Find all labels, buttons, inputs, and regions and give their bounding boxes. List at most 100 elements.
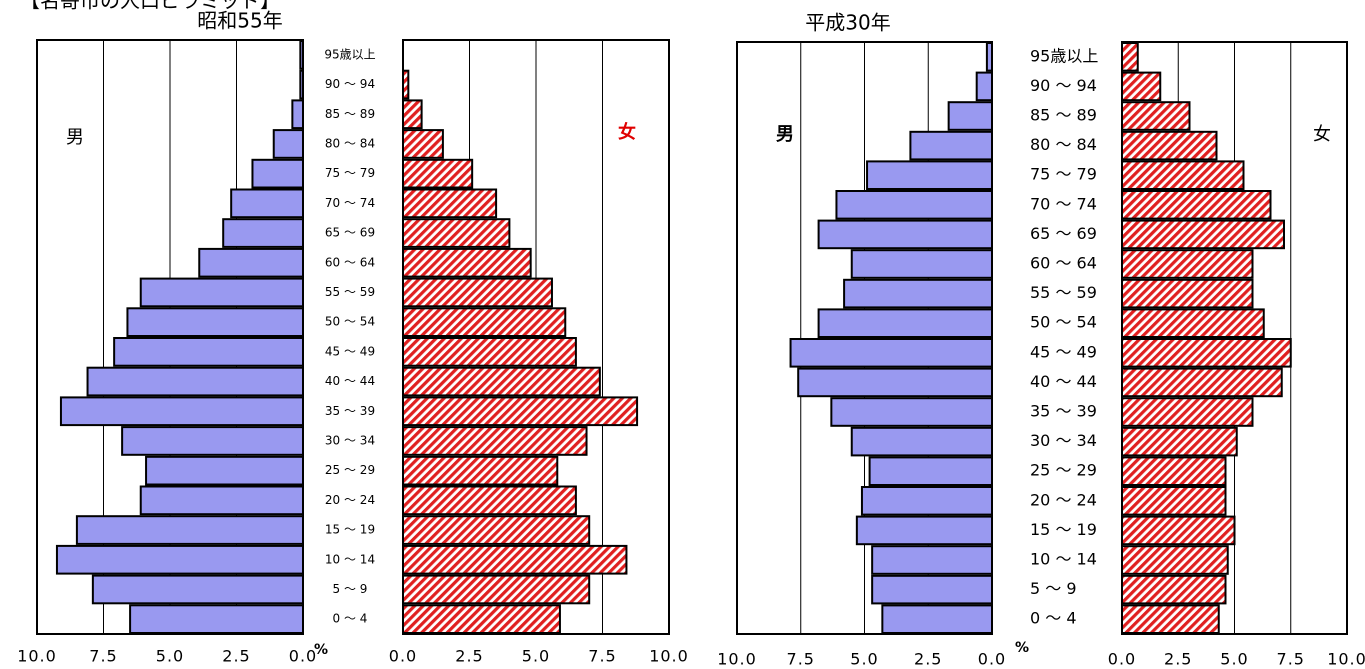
panel-border (1121, 41, 1348, 635)
male-bar (850, 426, 993, 457)
female-bar (1121, 308, 1265, 338)
male-bar (129, 604, 304, 634)
x-tick-label: 5.0 (850, 650, 878, 669)
male-bar (866, 160, 993, 190)
female-bar (1121, 397, 1254, 427)
panel-border (402, 39, 670, 635)
category-label: 80 ～ 84 (1030, 135, 1097, 154)
male-bar (797, 367, 994, 398)
male-bar (272, 129, 304, 159)
x-tick-label: 7.5 (1277, 650, 1305, 669)
category-label: 20 ～ 24 (1030, 490, 1097, 509)
female-bar (1121, 426, 1238, 457)
male-bar (871, 574, 994, 605)
chart-title: 平成30年 (805, 11, 890, 35)
female-bar (1121, 545, 1229, 575)
female-bar (402, 574, 591, 605)
category-label: 30 ～ 34 (1030, 431, 1097, 450)
female-bar (402, 485, 577, 516)
male-bar (871, 545, 994, 575)
x-tick-label: 10.0 (1327, 650, 1365, 669)
x-tick-label: 5.0 (522, 647, 550, 666)
chart-title: 昭和55年 (197, 9, 282, 33)
x-tick-label: 7.5 (588, 647, 616, 666)
female-bar (402, 277, 553, 308)
female-bar (402, 455, 559, 486)
male-bar (881, 604, 993, 635)
category-label: 90 ～ 94 (1030, 76, 1097, 95)
female-bar (402, 604, 561, 634)
female-bar (1121, 42, 1139, 72)
page-title: 【名寄市の人口ピラミッド】 (20, 0, 280, 13)
male-bar (198, 247, 304, 278)
category-label: 85 ～ 89 (1030, 106, 1097, 125)
male-bar (86, 366, 305, 397)
category-label: 35 ～ 39 (325, 404, 375, 418)
category-label: 65 ～ 69 (1030, 224, 1097, 243)
female-bar (1121, 278, 1254, 309)
unit-label: % (1015, 640, 1029, 656)
category-label: 95歳以上 (324, 47, 375, 61)
male-bar (830, 397, 993, 427)
male-bar (868, 456, 993, 486)
category-label: 40 ～ 44 (1030, 372, 1097, 391)
female-bar (1121, 574, 1227, 605)
x-tick-label: 10.0 (717, 650, 757, 669)
male-bar (860, 486, 994, 516)
category-label: 5 ～ 9 (333, 582, 368, 596)
male-bar (909, 130, 994, 161)
category-label: 90 ～ 94 (325, 77, 375, 91)
category-label: 35 ～ 39 (1030, 402, 1097, 421)
category-label: 30 ～ 34 (325, 433, 375, 447)
female-bar (1121, 456, 1227, 486)
category-label: 50 ～ 54 (325, 315, 375, 329)
category-label: 15 ～ 19 (1030, 520, 1097, 539)
category-label: 45 ～ 49 (1030, 342, 1097, 361)
male-bar (139, 277, 304, 308)
category-label: 65 ～ 69 (325, 226, 375, 240)
x-tick-label: 5.0 (156, 647, 184, 666)
female-bar (1121, 219, 1285, 250)
series-label: 女 (618, 121, 636, 143)
category-label: 10 ～ 14 (325, 552, 375, 566)
female-bar (1121, 71, 1162, 102)
category-label: 55 ～ 59 (1030, 283, 1097, 302)
female-bar (402, 337, 577, 367)
male-bar (947, 101, 994, 131)
female-bar (1121, 338, 1292, 368)
male-bar (817, 219, 993, 250)
unit-label: % (314, 642, 328, 658)
x-tick-label: 0.0 (389, 647, 417, 666)
male-bar (850, 249, 993, 279)
male-bar (59, 396, 304, 427)
male-bar (222, 218, 304, 248)
x-tick-label: 0.0 (978, 650, 1006, 669)
female-bar (1121, 515, 1236, 546)
category-label: 5 ～ 9 (1030, 579, 1077, 598)
female-bar (402, 247, 532, 278)
female-bar (402, 366, 601, 397)
category-label: 15 ～ 19 (325, 523, 375, 537)
category-label: 60 ～ 64 (325, 255, 375, 269)
female-bar (1121, 249, 1254, 279)
male-bar (843, 278, 993, 309)
female-bar (402, 129, 444, 159)
female-bar (402, 396, 639, 427)
female-bar (402, 188, 498, 219)
male-bar (835, 190, 994, 220)
category-label: 70 ～ 74 (325, 196, 375, 210)
category-label: 80 ～ 84 (325, 136, 375, 150)
category-label: 10 ～ 14 (1030, 550, 1097, 569)
panel-border (736, 41, 993, 635)
category-label: 95歳以上 (1030, 46, 1098, 65)
male-bar (291, 99, 304, 130)
x-tick-label: 2.5 (1164, 650, 1192, 669)
x-tick-label: 0.0 (289, 647, 317, 666)
female-bar (1121, 367, 1283, 398)
category-label: 55 ～ 59 (325, 285, 375, 299)
category-label: 75 ～ 79 (1030, 165, 1097, 184)
female-bar (402, 218, 511, 248)
female-bar (1121, 101, 1191, 131)
female-bar (1121, 190, 1272, 220)
